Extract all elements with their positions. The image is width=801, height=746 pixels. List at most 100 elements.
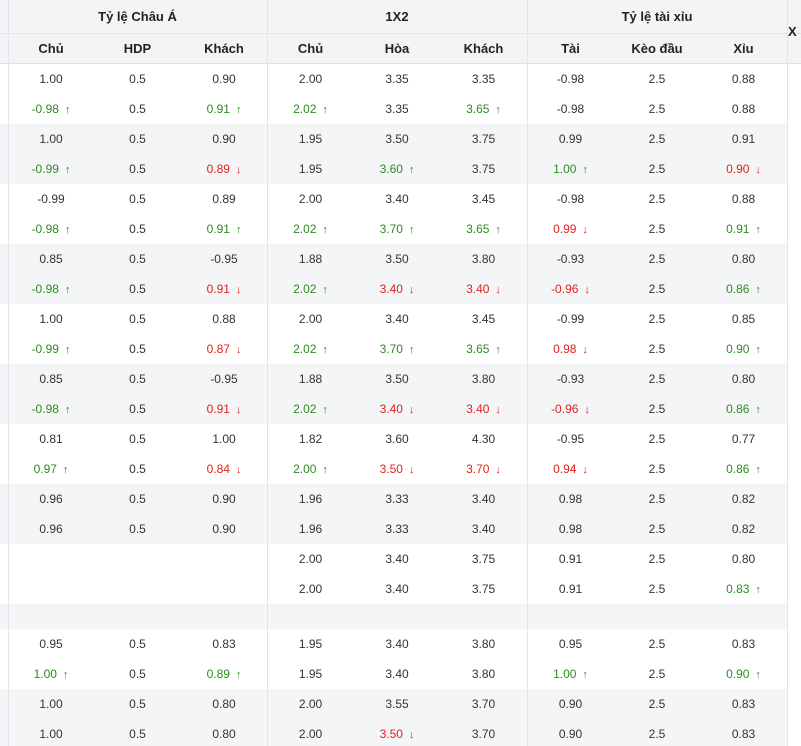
odds-value: 0.88 [731, 72, 756, 86]
odds-value: 3.70 [466, 462, 490, 476]
odds-value: -0.98 [556, 72, 585, 86]
odds-cell-opening-line: 2.5 [614, 334, 700, 364]
odds-value: 1.88 [298, 252, 323, 266]
col-opening-line: Kèo đầu [631, 41, 683, 56]
odds-cell-opening-line: 2.5 [614, 184, 700, 214]
odds-value: 2.5 [648, 582, 666, 596]
odds-value: 1.00 [553, 162, 577, 176]
odds-value: 3.80 [471, 252, 496, 266]
odds-value: 3.40 [471, 492, 496, 506]
odds-value: -0.98 [556, 192, 585, 206]
odds-cell-opening-line: 2.5 [614, 659, 700, 689]
odds-cell-under: 0.83 [700, 689, 787, 719]
odds-value: 0.5 [129, 132, 146, 146]
odds-cell-home-1x2: 2.02 ↑ [267, 274, 354, 304]
arrow-up-icon: ↑ [408, 164, 415, 176]
odds-value: 2.5 [648, 162, 666, 176]
odds-cell-hdp: 0.5 [94, 64, 181, 94]
odds-value: -0.98 [31, 222, 59, 236]
odds-value: 2.5 [648, 252, 666, 266]
odds-value: 2.5 [648, 522, 666, 536]
odds-cell-hdp: 0.5 [94, 94, 181, 124]
odds-cell-over: -0.98 [527, 184, 614, 214]
odds-cell-home-asian: 1.00 [8, 64, 94, 94]
arrow-down-icon: ↓ [408, 464, 415, 476]
col-under: Xỉu [733, 41, 754, 56]
col-hdp: HDP [123, 41, 152, 56]
odds-cell-home-asian: 1.00 [8, 689, 94, 719]
arrow-down-icon: ↓ [235, 284, 242, 296]
odds-cell-over: 0.95 [527, 629, 614, 659]
odds-value: -0.96 [551, 402, 579, 416]
odds-cell-home-1x2: 2.00 [267, 719, 354, 746]
column-divider [8, 0, 9, 746]
arrow-down-icon: ↓ [755, 164, 761, 176]
odds-value: 0.5 [129, 727, 146, 741]
odds-cell-over: 0.98 [527, 514, 614, 544]
match-block: -0.99 0.5 0.89 2.00 3.40 3.45 -0.98 2.5 0.88 -0.9… [0, 184, 788, 244]
odds-value: -0.95 [556, 432, 585, 446]
odds-value: 3.50 [385, 372, 409, 386]
odds-cell-away-asian: 0.83 [181, 629, 267, 659]
odds-value: 2.00 [298, 582, 323, 596]
odds-value: -0.99 [556, 312, 585, 326]
odds-value: 0.84 [206, 462, 230, 476]
arrow-up-icon: ↑ [495, 344, 501, 356]
odds-cell-home-asian: -0.98 ↑ [8, 394, 94, 424]
odds-cell-draw: 3.50 ↓ [354, 454, 440, 484]
odds-value: 3.80 [471, 637, 496, 651]
odds-cell-home-1x2: 2.00 [267, 689, 354, 719]
odds-value: 3.40 [466, 402, 490, 416]
col-away-1x2: Khách [463, 41, 504, 56]
odds-cell-home-1x2: 2.02 ↑ [267, 94, 354, 124]
odds-value: 0.5 [129, 162, 146, 176]
odds-cell-opening-line: 2.5 [614, 454, 700, 484]
odds-value: 3.40 [466, 282, 490, 296]
arrow-down-icon: ↓ [582, 224, 588, 236]
odds-cell-away-1x2: 3.80 [440, 244, 527, 274]
arrow-down-icon: ↓ [235, 164, 242, 176]
odds-cell-away-1x2: 3.75 [440, 544, 527, 574]
odds-cell-over: 1.00 ↑ [527, 659, 614, 689]
odds-value: -0.98 [31, 402, 59, 416]
odds-grid: 1.00 0.5 0.90 2.00 3.35 3.35 -0.98 2.5 0.88 -0.98… [0, 64, 788, 746]
arrow-up-icon: ↑ [755, 404, 761, 416]
odds-value: 0.90 [212, 522, 236, 536]
odds-value: 2.02 [293, 222, 317, 236]
live-odds-row: -0.98 ↑ 0.5 0.91 ↑ 2.02 ↑ 3.35 3.65 ↑ -0.98 2.5 0.88 [0, 94, 788, 124]
odds-cell-home-1x2: 2.02 ↑ [267, 394, 354, 424]
odds-cell-away-1x2: 3.40 ↓ [440, 274, 527, 304]
col-home-asian: Chủ [38, 41, 64, 56]
odds-cell-away-asian: 0.80 [181, 689, 267, 719]
odds-value: 0.90 [558, 697, 583, 711]
arrow-down-icon: ↓ [235, 404, 242, 416]
column-divider [527, 0, 528, 746]
odds-value: 2.5 [648, 492, 666, 506]
odds-cell-draw: 3.35 [354, 64, 440, 94]
odds-value: 0.91 [558, 552, 583, 566]
live-odds-row: 0.97 ↑ 0.5 0.84 ↓ 2.00 ↑ 3.50 ↓ 3.70 ↓ 0.94 ↓ 2.5 0.86… [0, 454, 788, 484]
odds-cell-draw: 3.40 [354, 659, 440, 689]
odds-value: 0.90 [726, 667, 750, 681]
odds-cell-home-asian: 0.96 [8, 484, 94, 514]
odds-cell-hdp: 0.5 [94, 689, 181, 719]
odds-value: 0.5 [129, 637, 146, 651]
live-odds-row: -0.98 ↑ 0.5 0.91 ↓ 2.02 ↑ 3.40 ↓ 3.40 ↓ -0.96 ↓ 2.5 0.… [0, 394, 788, 424]
odds-value: -0.99 [31, 342, 59, 356]
odds-value: 0.86 [726, 462, 750, 476]
odds-value: 1.00 [33, 667, 57, 681]
odds-value: 3.33 [385, 492, 409, 506]
odds-value: 0.99 [558, 132, 583, 146]
odds-cell-home-asian: -0.98 ↑ [8, 274, 94, 304]
odds-value: 0.83 [731, 637, 756, 651]
odds-cell-away-1x2: 3.40 ↓ [440, 394, 527, 424]
odds-cell-away-asian: 0.91 ↓ [181, 394, 267, 424]
odds-value: 0.98 [558, 492, 583, 506]
odds-cell-under: 0.86 ↑ [700, 394, 787, 424]
arrow-up-icon: ↑ [495, 224, 501, 236]
odds-cell-under: 0.88 [700, 64, 787, 94]
odds-cell-over: 0.90 [527, 719, 614, 746]
arrow-up-icon: ↑ [64, 224, 71, 236]
odds-value: 1.00 [39, 72, 63, 86]
arrow-up-icon: ↑ [62, 464, 69, 476]
